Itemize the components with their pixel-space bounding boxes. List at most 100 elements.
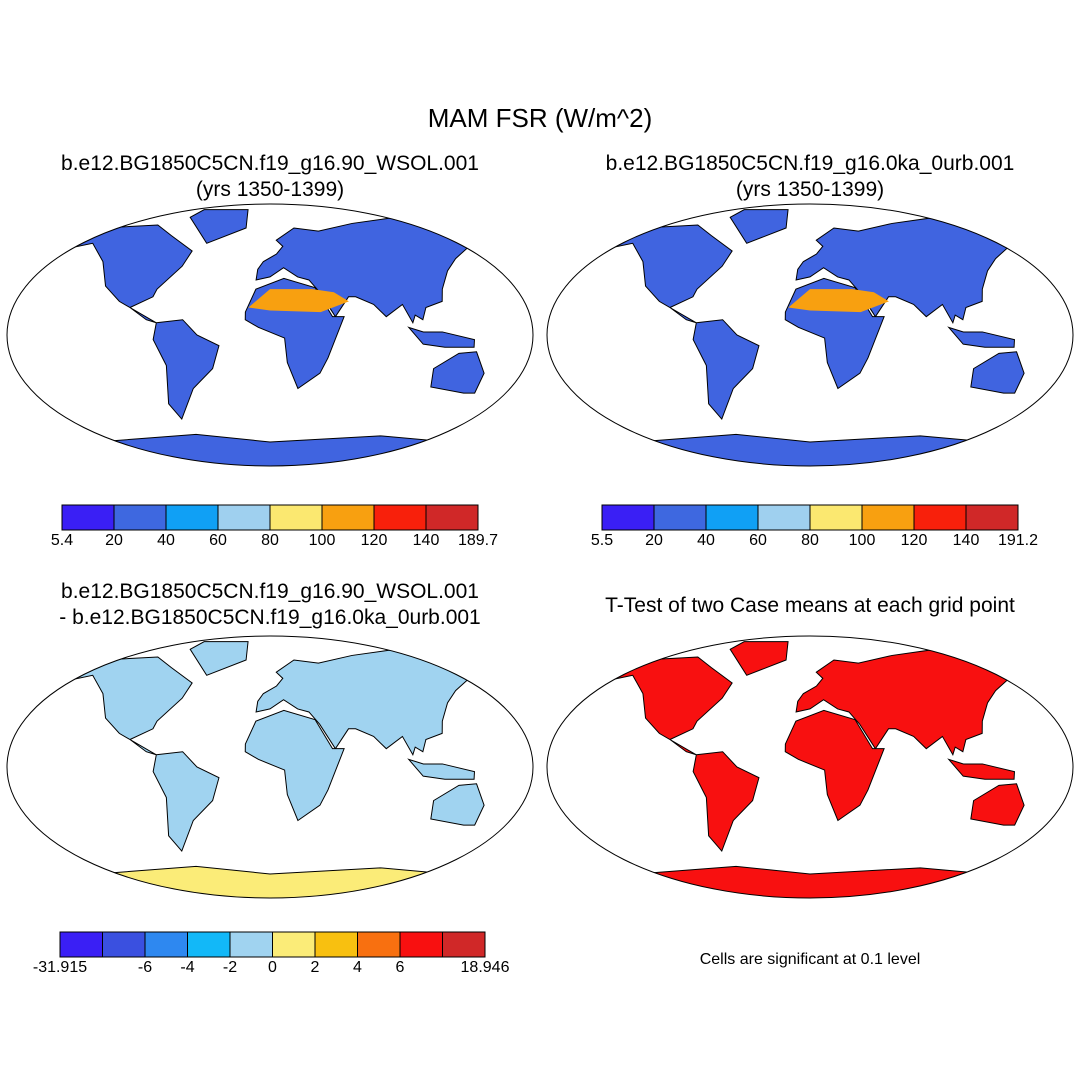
- land: [729, 209, 789, 244]
- colorbar-label: 6: [396, 959, 405, 976]
- land: [594, 656, 733, 756]
- land: [594, 224, 733, 324]
- colorbar-label: 100: [309, 532, 336, 549]
- colorbar-box: [425, 504, 479, 531]
- panel-title: b.e12.BG1850C5CN.f19_g16.90_WSOL.001: [61, 580, 479, 603]
- colorbar-box: [269, 504, 323, 531]
- note: Cells are significant at 0.1 level: [700, 951, 921, 968]
- land: [152, 319, 220, 421]
- panel-title: b.e12.BG1850C5CN.f19_g16.0ka_0urb.001: [606, 152, 1015, 175]
- land: [430, 783, 485, 826]
- land: [692, 319, 760, 421]
- colorbar-label: 120: [361, 532, 388, 549]
- colorbar-box: [144, 931, 188, 958]
- colorbar-box: [809, 504, 863, 531]
- colorbar-box: [357, 931, 401, 958]
- colorbar-label: 5.4: [51, 532, 73, 549]
- colorbar-box: [913, 504, 967, 531]
- land: [255, 648, 493, 757]
- land: [947, 326, 1016, 348]
- desert: [248, 289, 349, 313]
- land: [947, 758, 1016, 780]
- map-border: [6, 635, 534, 899]
- colorbar-label: 2: [311, 959, 320, 976]
- colorbar-label: -31.915: [33, 959, 87, 976]
- colorbar-box: [373, 504, 427, 531]
- map-border: [546, 635, 1074, 899]
- colorbar-label: 140: [953, 532, 980, 549]
- desert: [788, 289, 889, 313]
- land: [56, 433, 484, 466]
- land: [152, 751, 220, 853]
- map-border: [6, 203, 534, 467]
- land: [244, 709, 345, 822]
- map: [54, 209, 493, 466]
- land: [692, 751, 760, 853]
- colorbar-box: [314, 931, 358, 958]
- colorbar-box: [653, 504, 707, 531]
- colorbar-label: 191.2: [998, 532, 1038, 549]
- land: [189, 209, 249, 244]
- colorbar-box: [321, 504, 375, 531]
- colorbar-label: 40: [697, 532, 715, 549]
- land: [54, 224, 193, 324]
- land: [784, 709, 885, 822]
- panel-title: - b.e12.BG1850C5CN.f19_g16.0ka_0urb.001: [59, 606, 480, 629]
- colorbar-box: [705, 504, 759, 531]
- land: [189, 641, 249, 676]
- land: [970, 351, 1025, 394]
- colorbar-box: [399, 931, 443, 958]
- land: [56, 865, 484, 898]
- colorbar-label: 140: [413, 532, 440, 549]
- colorbar-label: 80: [801, 532, 819, 549]
- colorbar-label: 5.5: [591, 532, 613, 549]
- colorbar-box: [217, 504, 271, 531]
- map: [594, 209, 1033, 466]
- panel-title: b.e12.BG1850C5CN.f19_g16.90_WSOL.001: [61, 152, 479, 175]
- colorbar-label: 120: [901, 532, 928, 549]
- land: [795, 648, 1033, 757]
- colorbar-label: 40: [157, 532, 175, 549]
- colorbar-box: [601, 504, 655, 531]
- land: [970, 783, 1025, 826]
- colorbar-box: [59, 931, 103, 958]
- land: [596, 433, 1024, 466]
- panel-title: (yrs 1350-1399): [196, 178, 344, 201]
- panel-title: (yrs 1350-1399): [736, 178, 884, 201]
- colorbar-box: [229, 931, 273, 958]
- land: [729, 641, 789, 676]
- colorbar-label: -4: [180, 959, 194, 976]
- colorbar-box: [861, 504, 915, 531]
- colorbar-label: 0: [268, 959, 277, 976]
- colorbar-label: 60: [209, 532, 227, 549]
- panel-title: T-Test of two Case means at each grid po…: [605, 594, 1015, 617]
- colorbar-box: [165, 504, 219, 531]
- colorbar-label: 20: [645, 532, 663, 549]
- colorbar-label: 80: [261, 532, 279, 549]
- colorbar-label: -2: [223, 959, 237, 976]
- figure-title: MAM FSR (W/m^2): [428, 103, 653, 133]
- colorbar-label: -6: [138, 959, 152, 976]
- colorbar-label: 4: [353, 959, 362, 976]
- colorbar-box: [61, 504, 115, 531]
- colorbar-box: [272, 931, 316, 958]
- colorbar-label: 100: [849, 532, 876, 549]
- land: [407, 758, 476, 780]
- colorbar-box: [102, 931, 146, 958]
- colorbar-box: [187, 931, 231, 958]
- colorbar-label: 20: [105, 532, 123, 549]
- land: [596, 865, 1024, 898]
- land: [430, 351, 485, 394]
- colorbar-box: [757, 504, 811, 531]
- colorbar-box: [442, 931, 486, 958]
- colorbar-box: [965, 504, 1019, 531]
- land: [54, 656, 193, 756]
- map: [594, 641, 1033, 898]
- map: [54, 641, 493, 898]
- colorbar-label: 189.7: [458, 532, 498, 549]
- map-border: [546, 203, 1074, 467]
- land: [407, 326, 476, 348]
- colorbar-label: 18.946: [461, 959, 510, 976]
- colorbar-label: 60: [749, 532, 767, 549]
